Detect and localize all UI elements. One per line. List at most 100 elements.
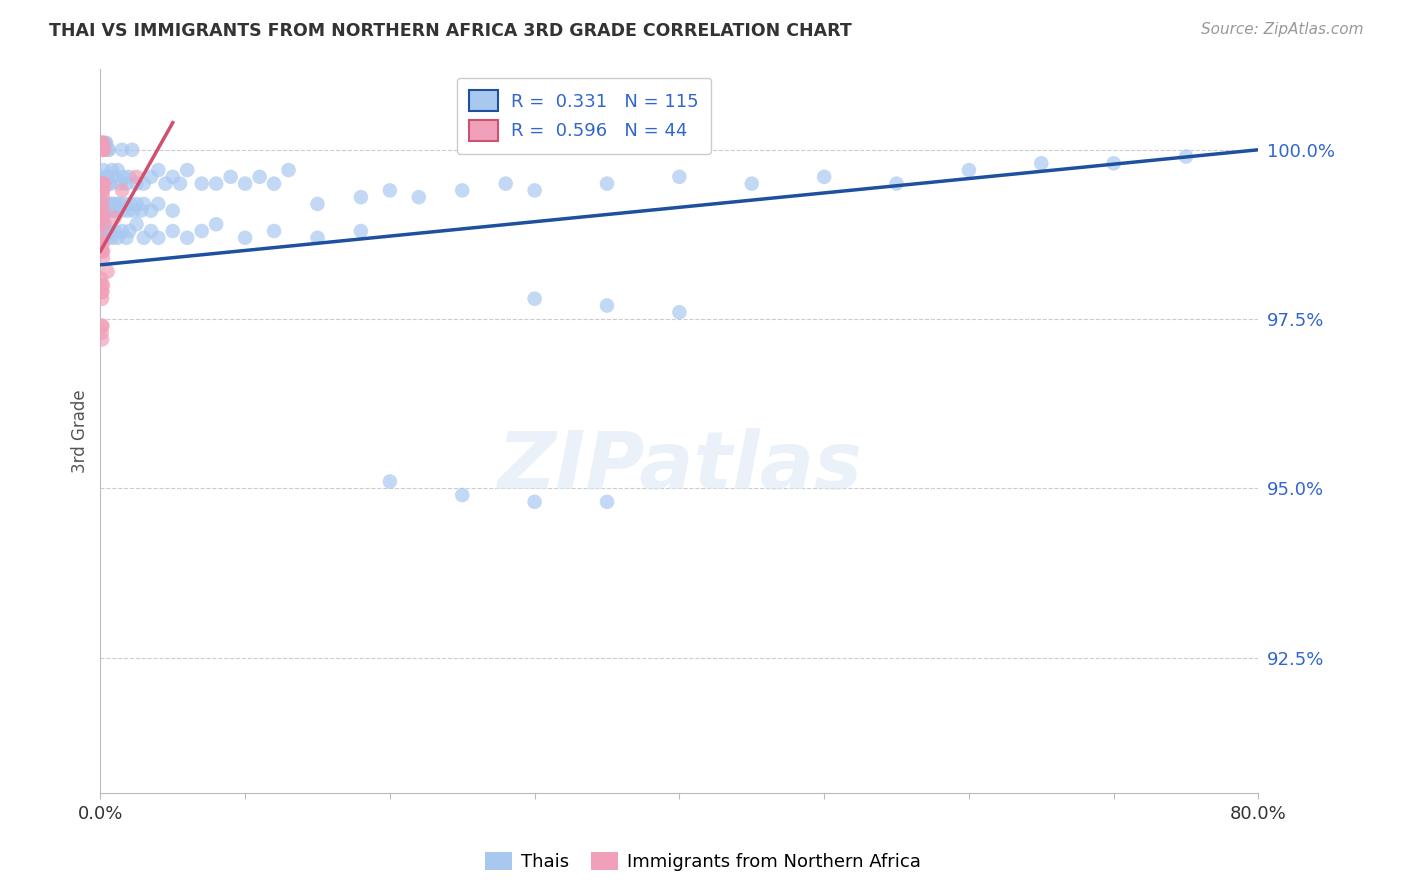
Legend: Thais, Immigrants from Northern Africa: Thais, Immigrants from Northern Africa — [478, 845, 928, 879]
Point — [125, 197, 148, 211]
Point — [90, 231, 112, 245]
Point — [90, 136, 112, 150]
Point — [107, 203, 129, 218]
Point — [91, 285, 114, 299]
Point — [101, 231, 124, 245]
Point — [112, 169, 135, 184]
Point — [97, 143, 120, 157]
Point — [190, 224, 212, 238]
Point — [668, 305, 690, 319]
Point — [91, 143, 114, 157]
Point — [91, 183, 114, 197]
Point — [93, 217, 115, 231]
Point — [91, 292, 114, 306]
Point — [139, 203, 162, 218]
Point — [122, 203, 145, 218]
Point — [90, 244, 112, 259]
Point — [90, 136, 112, 150]
Point — [118, 224, 141, 238]
Point — [307, 197, 329, 211]
Point — [408, 190, 430, 204]
Point — [97, 265, 120, 279]
Point — [813, 169, 835, 184]
Point — [90, 224, 112, 238]
Point — [91, 244, 114, 259]
Point — [886, 177, 908, 191]
Point — [98, 203, 121, 218]
Point — [451, 183, 474, 197]
Point — [105, 197, 128, 211]
Point — [111, 203, 134, 218]
Point — [94, 224, 117, 238]
Point — [91, 136, 114, 150]
Point — [94, 136, 117, 150]
Point — [107, 231, 129, 245]
Point — [91, 183, 114, 197]
Point — [176, 231, 198, 245]
Point — [307, 231, 329, 245]
Point — [90, 318, 112, 333]
Point — [596, 298, 619, 312]
Point — [91, 143, 114, 157]
Point — [101, 203, 124, 218]
Point — [741, 177, 763, 191]
Point — [90, 136, 112, 150]
Point — [117, 203, 139, 218]
Point — [249, 169, 271, 184]
Point — [263, 224, 285, 238]
Point — [90, 278, 112, 293]
Point — [451, 488, 474, 502]
Point — [93, 217, 115, 231]
Point — [139, 224, 162, 238]
Point — [94, 203, 117, 218]
Point — [139, 169, 162, 184]
Point — [132, 197, 155, 211]
Point — [957, 163, 980, 178]
Point — [111, 183, 134, 197]
Point — [523, 495, 546, 509]
Point — [148, 197, 170, 211]
Point — [91, 318, 114, 333]
Point — [162, 224, 184, 238]
Point — [596, 495, 619, 509]
Point — [110, 177, 132, 191]
Point — [91, 231, 114, 245]
Point — [132, 177, 155, 191]
Point — [233, 231, 256, 245]
Point — [162, 169, 184, 184]
Point — [98, 143, 121, 157]
Point — [90, 203, 112, 218]
Point — [104, 169, 127, 184]
Point — [91, 251, 114, 265]
Point — [495, 177, 517, 191]
Point — [596, 177, 619, 191]
Point — [1031, 156, 1053, 170]
Point — [90, 271, 112, 285]
Point — [111, 224, 134, 238]
Point — [91, 332, 114, 346]
Point — [91, 237, 114, 252]
Point — [94, 136, 117, 150]
Point — [90, 211, 112, 225]
Point — [120, 197, 142, 211]
Point — [148, 163, 170, 178]
Point — [125, 169, 148, 184]
Point — [93, 177, 115, 191]
Point — [378, 183, 401, 197]
Point — [277, 163, 299, 178]
Point — [90, 183, 112, 197]
Point — [100, 177, 122, 191]
Point — [91, 278, 114, 293]
Point — [108, 197, 131, 211]
Point — [91, 203, 114, 218]
Point — [90, 177, 112, 191]
Point — [125, 217, 148, 231]
Point — [97, 231, 120, 245]
Point — [101, 163, 124, 178]
Point — [97, 197, 120, 211]
Point — [148, 231, 170, 245]
Point — [98, 177, 121, 191]
Point — [219, 169, 242, 184]
Point — [94, 177, 117, 191]
Point — [91, 211, 114, 225]
